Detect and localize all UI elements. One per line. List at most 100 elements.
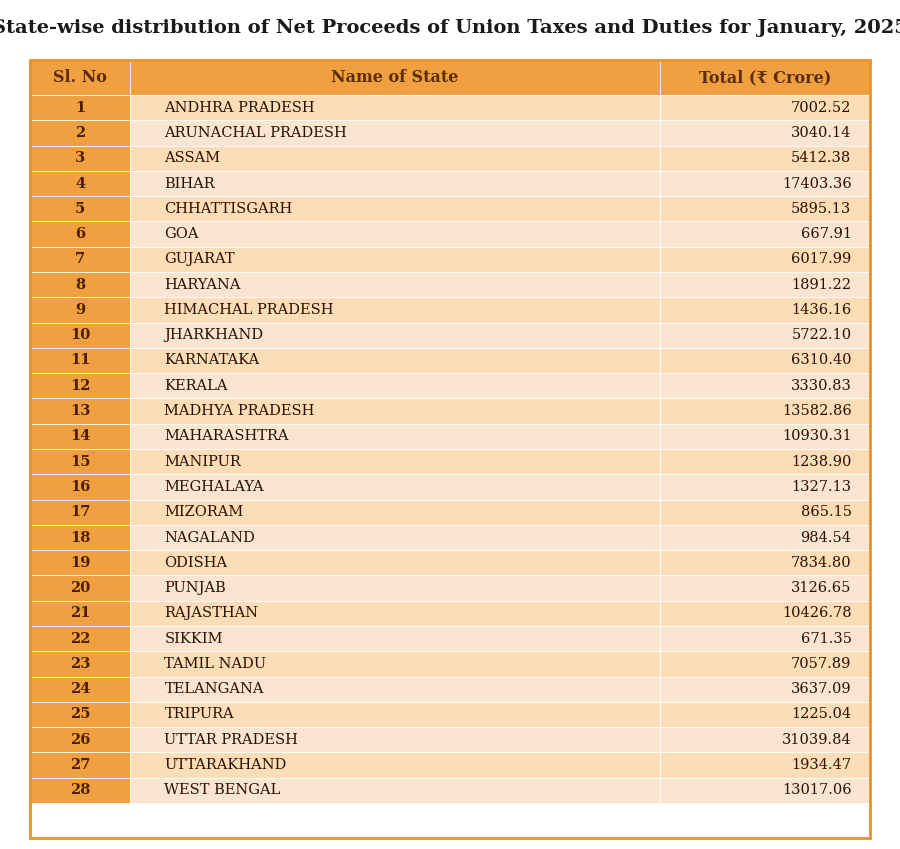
- Text: 21: 21: [70, 606, 90, 621]
- Text: TAMIL NADU: TAMIL NADU: [165, 657, 266, 671]
- Text: 24: 24: [70, 683, 90, 696]
- Bar: [30, 601, 130, 626]
- Bar: [660, 424, 870, 449]
- Text: ARUNACHAL PRADESH: ARUNACHAL PRADESH: [165, 126, 347, 140]
- Text: MAHARASHTRA: MAHARASHTRA: [165, 430, 289, 443]
- Text: 4: 4: [75, 177, 86, 190]
- Text: MIZORAM: MIZORAM: [165, 505, 244, 520]
- Text: ANDHRA PRADESH: ANDHRA PRADESH: [165, 101, 315, 115]
- Text: Name of State: Name of State: [331, 69, 459, 86]
- Bar: [660, 727, 870, 752]
- Text: 1934.47: 1934.47: [791, 758, 851, 772]
- Text: BIHAR: BIHAR: [165, 177, 215, 190]
- Text: 26: 26: [70, 733, 90, 747]
- Text: 17403.36: 17403.36: [782, 177, 851, 190]
- Bar: [130, 475, 660, 499]
- Bar: [30, 145, 130, 171]
- Text: PUNJAB: PUNJAB: [165, 581, 226, 595]
- Text: 1225.04: 1225.04: [791, 707, 851, 722]
- Text: 7002.52: 7002.52: [791, 101, 851, 115]
- Bar: [30, 727, 130, 752]
- Bar: [130, 449, 660, 475]
- Text: 984.54: 984.54: [800, 531, 851, 544]
- Bar: [30, 323, 130, 348]
- Text: 5722.10: 5722.10: [791, 329, 851, 342]
- Text: 3330.83: 3330.83: [790, 379, 851, 393]
- Bar: [30, 297, 130, 323]
- Bar: [30, 651, 130, 677]
- Bar: [660, 60, 870, 95]
- Text: GUJARAT: GUJARAT: [165, 252, 235, 267]
- Text: 1891.22: 1891.22: [791, 278, 851, 292]
- Bar: [660, 247, 870, 272]
- Bar: [130, 778, 660, 803]
- Bar: [660, 222, 870, 247]
- Bar: [30, 702, 130, 727]
- Bar: [660, 323, 870, 348]
- Bar: [660, 601, 870, 626]
- Text: CHHATTISGARH: CHHATTISGARH: [165, 202, 292, 216]
- Text: 9: 9: [75, 303, 86, 317]
- Bar: [30, 348, 130, 374]
- Bar: [30, 677, 130, 702]
- Text: 1238.90: 1238.90: [791, 455, 851, 469]
- Bar: [660, 550, 870, 576]
- Text: KARNATAKA: KARNATAKA: [165, 353, 260, 368]
- Text: State-wise distribution of Net Proceeds of Union Taxes and Duties for January, 2: State-wise distribution of Net Proceeds …: [0, 19, 900, 37]
- Bar: [660, 576, 870, 601]
- Text: Sl. No: Sl. No: [53, 69, 107, 86]
- Text: 15: 15: [70, 455, 90, 469]
- Text: 1436.16: 1436.16: [791, 303, 851, 317]
- Text: WEST BENGAL: WEST BENGAL: [165, 784, 281, 797]
- Bar: [660, 525, 870, 550]
- Bar: [30, 778, 130, 803]
- Bar: [30, 272, 130, 297]
- Bar: [660, 651, 870, 677]
- Text: 19: 19: [70, 556, 90, 570]
- Text: JHARKHAND: JHARKHAND: [165, 329, 264, 342]
- Text: 27: 27: [70, 758, 90, 772]
- Bar: [130, 374, 660, 398]
- Text: NAGALAND: NAGALAND: [165, 531, 256, 544]
- Bar: [30, 374, 130, 398]
- Text: 671.35: 671.35: [800, 632, 851, 645]
- Bar: [130, 297, 660, 323]
- Text: 12: 12: [70, 379, 90, 393]
- Bar: [30, 576, 130, 601]
- Bar: [660, 297, 870, 323]
- Bar: [130, 727, 660, 752]
- Text: 3040.14: 3040.14: [791, 126, 851, 140]
- Text: KERALA: KERALA: [165, 379, 228, 393]
- Bar: [660, 778, 870, 803]
- Text: 13582.86: 13582.86: [782, 404, 851, 418]
- Bar: [130, 424, 660, 449]
- Text: 3: 3: [75, 151, 86, 166]
- Bar: [660, 702, 870, 727]
- Text: 1327.13: 1327.13: [791, 480, 851, 494]
- Text: ASSAM: ASSAM: [165, 151, 220, 166]
- Bar: [30, 398, 130, 424]
- Bar: [30, 196, 130, 222]
- Bar: [130, 499, 660, 525]
- Text: 7057.89: 7057.89: [791, 657, 851, 671]
- Text: 7: 7: [75, 252, 86, 267]
- Text: 6310.40: 6310.40: [791, 353, 851, 368]
- Text: 5412.38: 5412.38: [791, 151, 851, 166]
- Bar: [660, 348, 870, 374]
- Text: 14: 14: [70, 430, 90, 443]
- Bar: [130, 60, 660, 95]
- Bar: [30, 475, 130, 499]
- Text: ODISHA: ODISHA: [165, 556, 228, 570]
- Text: 31039.84: 31039.84: [782, 733, 851, 747]
- Bar: [30, 121, 130, 145]
- Text: 10426.78: 10426.78: [782, 606, 851, 621]
- Text: 11: 11: [70, 353, 90, 368]
- Bar: [660, 171, 870, 196]
- Bar: [660, 626, 870, 651]
- Bar: [660, 752, 870, 778]
- Bar: [130, 525, 660, 550]
- Text: RAJASTHAN: RAJASTHAN: [165, 606, 258, 621]
- Text: 28: 28: [70, 784, 90, 797]
- Text: 13017.06: 13017.06: [782, 784, 851, 797]
- Bar: [660, 95, 870, 121]
